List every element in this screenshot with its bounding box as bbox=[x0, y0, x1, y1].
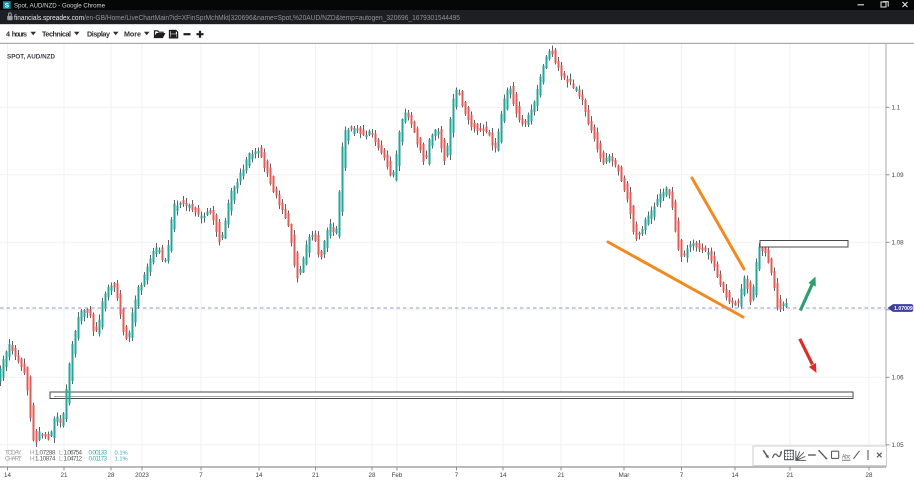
svg-text:14: 14 bbox=[732, 472, 739, 479]
svg-text:H:: H: bbox=[30, 455, 35, 462]
svg-text:L:: L: bbox=[59, 455, 63, 462]
svg-text:Mar: Mar bbox=[619, 472, 630, 479]
svg-text:hours: hours bbox=[12, 29, 27, 38]
svg-text:2023: 2023 bbox=[135, 472, 149, 479]
svg-text:1.06754: 1.06754 bbox=[64, 449, 83, 456]
svg-text:1.06: 1.06 bbox=[892, 375, 905, 382]
svg-text:1.1%: 1.1% bbox=[115, 456, 128, 462]
svg-text:28: 28 bbox=[866, 472, 873, 479]
svg-text:1.09: 1.09 bbox=[892, 172, 905, 179]
svg-text:More: More bbox=[124, 29, 141, 38]
svg-text:0.1%: 0.1% bbox=[115, 450, 128, 456]
svg-text:0.00133: 0.00133 bbox=[89, 449, 108, 456]
svg-text:21: 21 bbox=[787, 472, 794, 479]
svg-text:SPOT, AUD/NZD: SPOT, AUD/NZD bbox=[7, 54, 55, 61]
svg-text:1.04712: 1.04712 bbox=[64, 455, 83, 462]
svg-text:TODAY:: TODAY: bbox=[5, 449, 22, 456]
svg-text:21: 21 bbox=[61, 472, 68, 479]
svg-text:14: 14 bbox=[256, 472, 263, 479]
svg-text:7: 7 bbox=[680, 472, 684, 479]
svg-text:Abc: Abc bbox=[842, 454, 851, 461]
svg-text:1.05: 1.05 bbox=[892, 442, 905, 449]
svg-text:1.1: 1.1 bbox=[892, 105, 901, 112]
svg-text:1.07288: 1.07288 bbox=[35, 449, 56, 456]
svg-text:28: 28 bbox=[369, 472, 376, 479]
svg-text:28: 28 bbox=[108, 472, 115, 479]
svg-text:14: 14 bbox=[500, 472, 507, 479]
svg-text:Display: Display bbox=[87, 29, 110, 38]
svg-text:S: S bbox=[5, 3, 10, 10]
svg-text:H:: H: bbox=[30, 449, 35, 456]
svg-text:financials.spreadex.com: financials.spreadex.com bbox=[14, 15, 84, 22]
svg-text:Technical: Technical bbox=[42, 29, 71, 38]
svg-text:7: 7 bbox=[199, 472, 203, 479]
svg-text:Feb: Feb bbox=[392, 472, 403, 479]
svg-text:7: 7 bbox=[455, 472, 459, 479]
svg-text:L:: L: bbox=[59, 449, 63, 456]
svg-text:14: 14 bbox=[4, 472, 11, 479]
svg-text:4: 4 bbox=[6, 29, 10, 38]
svg-text:/en-GB/Home/LiveChartMain?id=X: /en-GB/Home/LiveChartMain?id=XFinSprMchM… bbox=[84, 15, 460, 22]
svg-text:21: 21 bbox=[558, 472, 565, 479]
svg-text:1.10874: 1.10874 bbox=[35, 455, 56, 462]
svg-text:CHART:: CHART: bbox=[5, 455, 22, 462]
svg-text:0.01173: 0.01173 bbox=[89, 455, 108, 462]
svg-text:21: 21 bbox=[312, 472, 319, 479]
svg-text:Spot, AUD/NZD - Google Chrome: Spot, AUD/NZD - Google Chrome bbox=[14, 2, 105, 9]
svg-text:1.08: 1.08 bbox=[892, 240, 905, 247]
svg-text:1.07009: 1.07009 bbox=[894, 306, 913, 312]
